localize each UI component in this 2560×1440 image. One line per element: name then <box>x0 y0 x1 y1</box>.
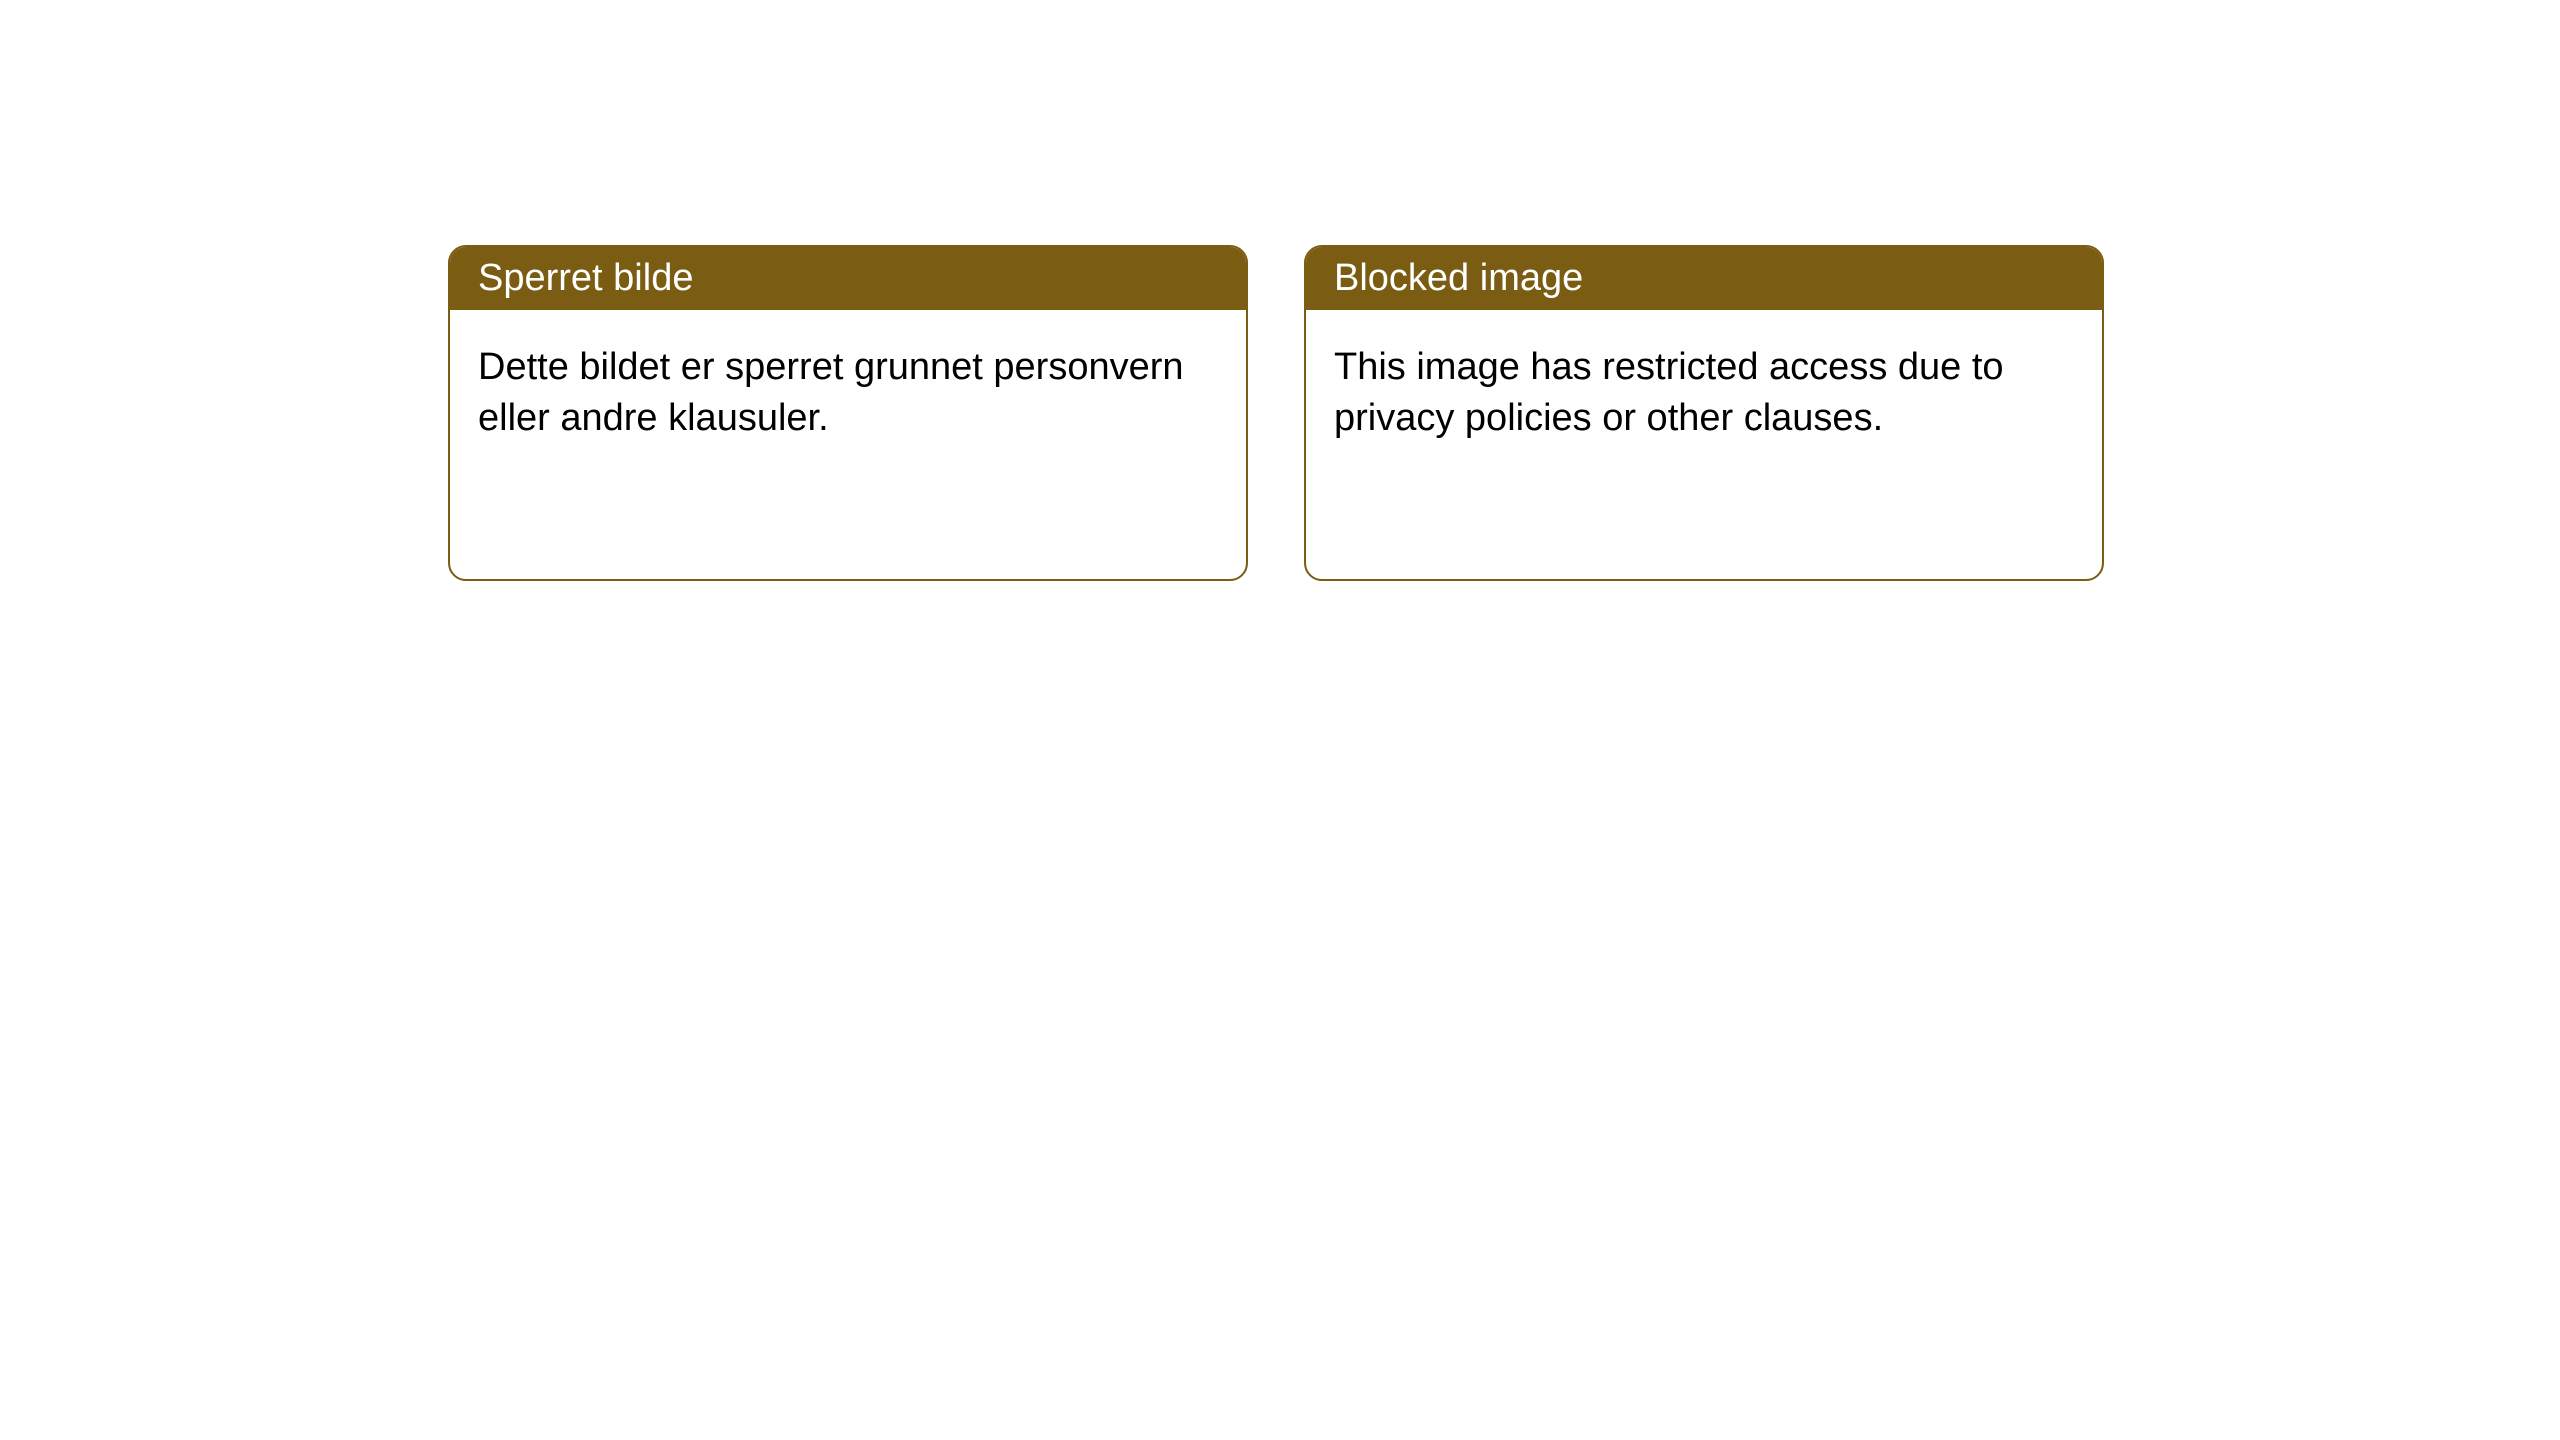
notice-body: Dette bildet er sperret grunnet personve… <box>450 310 1246 477</box>
notice-box-english: Blocked image This image has restricted … <box>1304 245 2104 581</box>
notice-title: Blocked image <box>1306 247 2102 310</box>
notice-container: Sperret bilde Dette bildet er sperret gr… <box>0 0 2560 581</box>
notice-body: This image has restricted access due to … <box>1306 310 2102 477</box>
notice-title: Sperret bilde <box>450 247 1246 310</box>
notice-box-norwegian: Sperret bilde Dette bildet er sperret gr… <box>448 245 1248 581</box>
